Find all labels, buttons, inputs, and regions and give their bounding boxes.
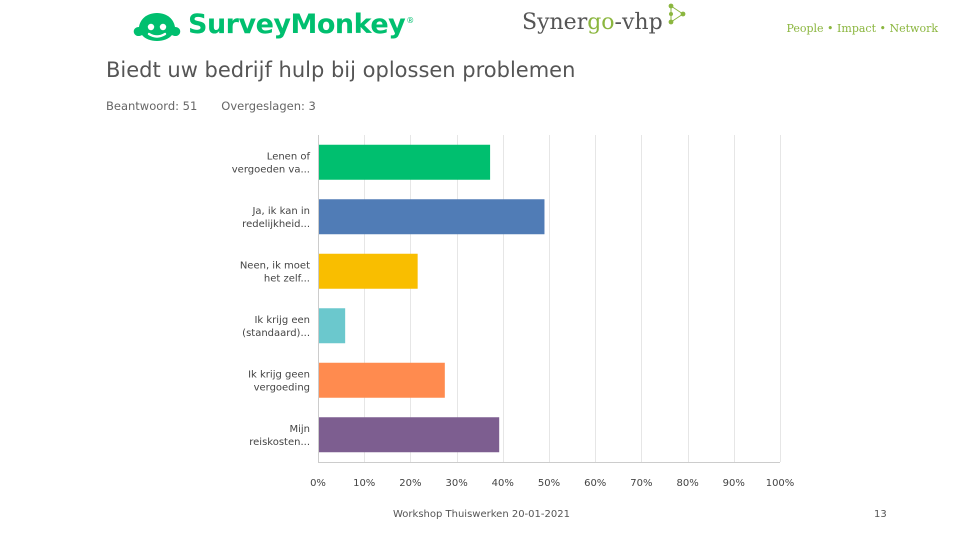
- x-tick-label: 40%: [492, 478, 514, 489]
- bar: [319, 144, 491, 180]
- bar: [319, 199, 545, 235]
- surveymonkey-icon: [133, 13, 181, 41]
- x-tick-label: 0%: [310, 478, 326, 489]
- x-tick-label: 10%: [353, 478, 375, 489]
- category-label: Ik krijg een (standaard)...: [242, 315, 310, 339]
- synergo-logo-part2: go: [587, 9, 615, 35]
- x-tick-label: 70%: [630, 478, 652, 489]
- registered-mark: ®: [406, 15, 415, 25]
- bar: [319, 308, 346, 344]
- x-tick-label: 90%: [723, 478, 745, 489]
- bar: [319, 417, 500, 453]
- x-tick-label: 50%: [538, 478, 560, 489]
- tagline: People • Impact • Network: [786, 22, 938, 35]
- bar: [319, 362, 445, 398]
- surveymonkey-wordmark: SurveyMonkey: [188, 8, 406, 40]
- category-label: Neen, ik moet het zelf...: [240, 260, 310, 284]
- network-dots-icon: [668, 3, 686, 25]
- answered-count: Beantwoord: 51: [106, 99, 198, 113]
- page-number: 13: [874, 509, 887, 520]
- x-tick-label: 30%: [445, 478, 467, 489]
- category-label: Lenen of vergoeden va...: [232, 151, 311, 175]
- category-label: Mijn reiskosten...: [249, 424, 310, 448]
- synergo-logo-part3: -vhp: [614, 9, 663, 35]
- bar: [319, 253, 418, 289]
- question-title: Biedt uw bedrijf hulp bij oplossen probl…: [106, 58, 576, 82]
- surveymonkey-logo: SurveyMonkey ®: [132, 4, 414, 44]
- x-tick-label: 100%: [766, 478, 795, 489]
- skipped-count: Overgeslagen: 3: [221, 99, 316, 113]
- footer-text: Workshop Thuiswerken 20-01-2021: [393, 509, 570, 520]
- response-stats: Beantwoord: 51 Overgeslagen: 3: [106, 99, 340, 113]
- x-tick-label: 60%: [584, 478, 606, 489]
- x-tick-label: 20%: [399, 478, 421, 489]
- synergo-logo-part1: Syner: [522, 9, 588, 35]
- x-tick-label: 80%: [676, 478, 698, 489]
- category-label: Ja, ik kan in redelijkheid...: [242, 206, 310, 230]
- category-label: Ik krijg geen vergoeding: [248, 369, 310, 393]
- synergo-logo: Syner go -vhp: [522, 2, 689, 42]
